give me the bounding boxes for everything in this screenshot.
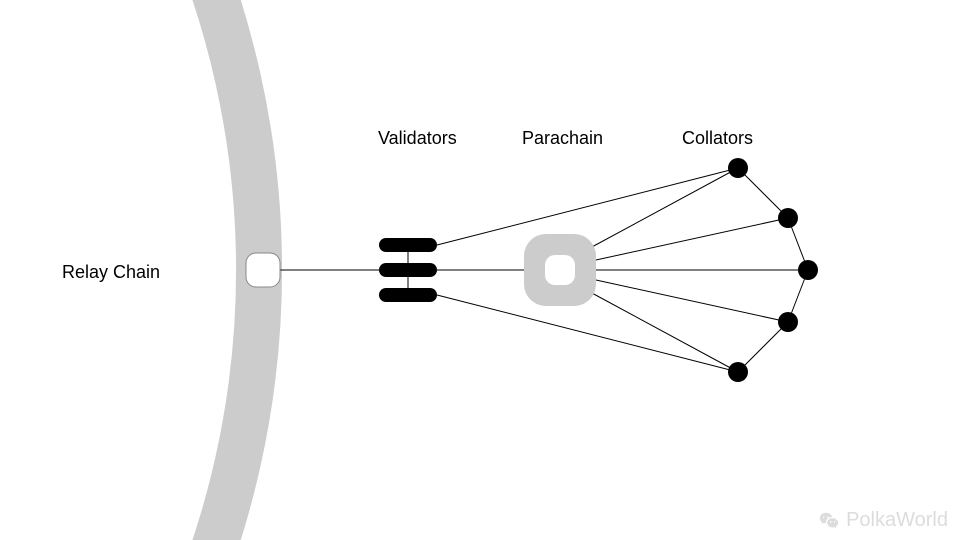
collator-node — [728, 362, 748, 382]
collator-node — [728, 158, 748, 178]
parachain-label: Parachain — [522, 128, 603, 149]
wechat-icon — [818, 510, 840, 532]
validator-pill — [379, 238, 437, 252]
collator-node — [798, 260, 818, 280]
watermark-text: PolkaWorld — [846, 509, 948, 532]
watermark: PolkaWorld — [818, 509, 948, 532]
validators-group — [379, 238, 437, 302]
collator-node — [778, 208, 798, 228]
relay-chain-label: Relay Chain — [62, 262, 160, 283]
collator-node — [778, 312, 798, 332]
parachain-node — [524, 234, 596, 306]
collators-label: Collators — [682, 128, 753, 149]
relay-chain-hub — [246, 253, 280, 287]
validator-pill — [379, 263, 437, 277]
validator-pill — [379, 288, 437, 302]
validators-label: Validators — [378, 128, 457, 149]
